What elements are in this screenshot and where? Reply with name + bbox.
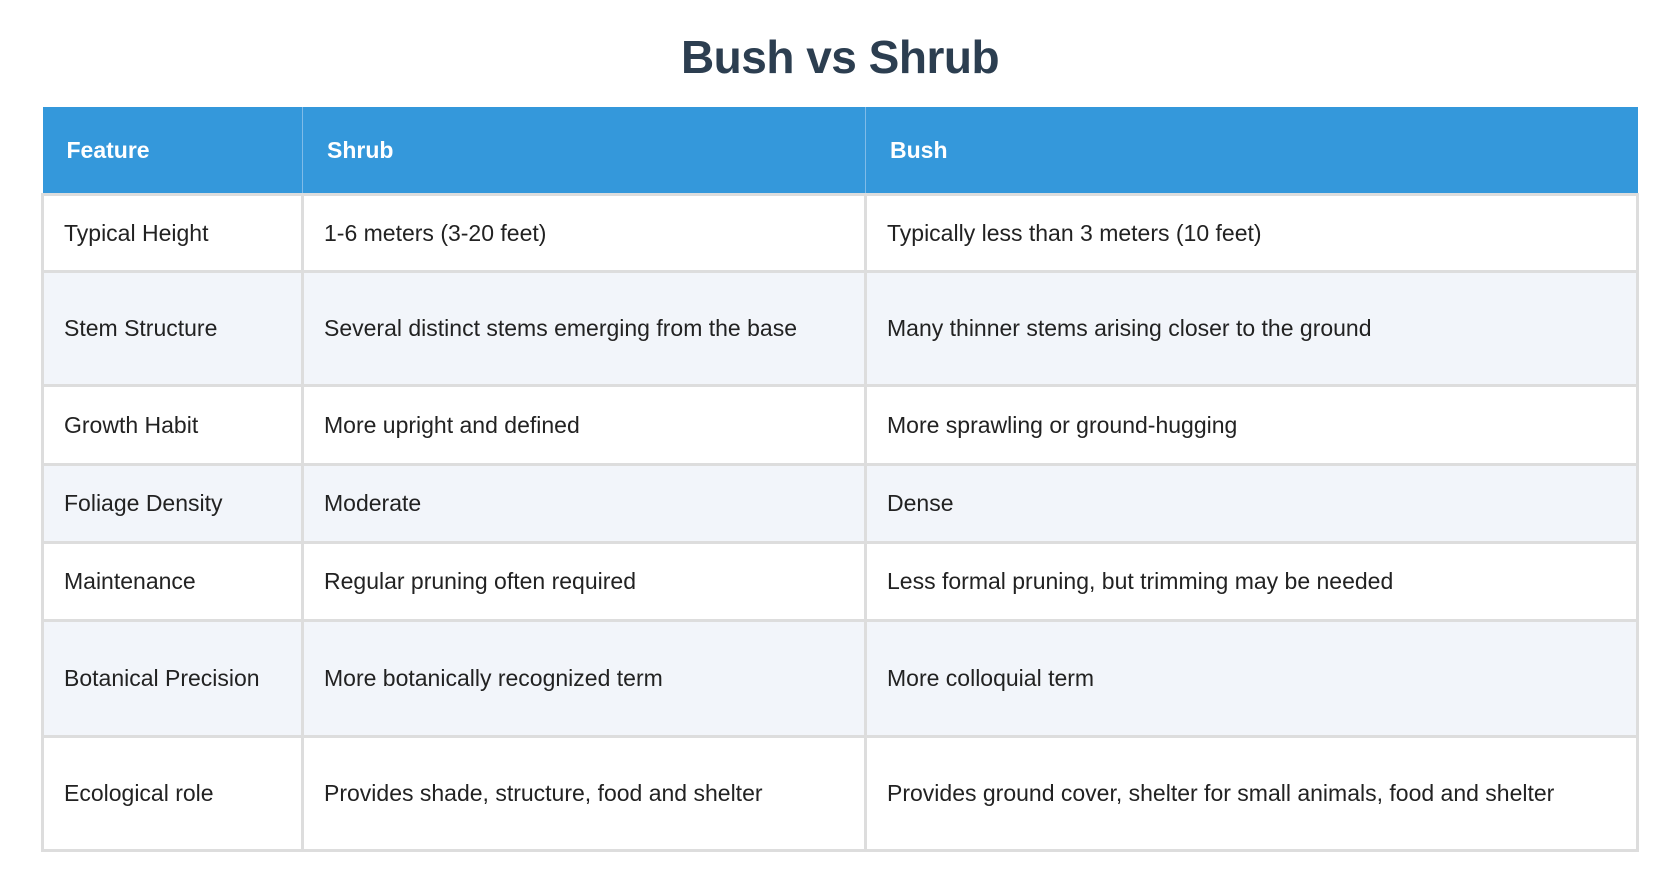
feature-cell: Foliage Density — [41, 463, 304, 544]
table-row: Maintenance Regular pruning often require… — [41, 541, 1639, 622]
shrub-cell: More upright and defined — [301, 384, 867, 466]
header-feature: Feature — [42, 107, 303, 195]
shrub-cell: Regular pruning often required — [301, 541, 867, 622]
header-row: Feature Shrub Bush — [42, 107, 1638, 195]
shrub-cell: More botanically recognized term — [301, 619, 867, 738]
page-title: Bush vs Shrub — [680, 31, 1000, 83]
table-row: Botanical Precision More botanically reco… — [41, 619, 1639, 738]
bush-cell: Less formal pruning, but trimming may be… — [864, 541, 1639, 622]
bush-cell: More colloquial term — [864, 619, 1639, 738]
feature-cell: Ecological role — [41, 735, 304, 852]
bush-cell: Dense — [864, 463, 1639, 544]
bush-cell: Provides ground cover, shelter for small… — [864, 735, 1639, 852]
feature-cell: Maintenance — [41, 541, 304, 622]
shrub-cell: Several distinct stems emerging from the… — [301, 270, 867, 387]
table-row: Ecological role Provides shade, structure… — [41, 735, 1639, 852]
header-shrub: Shrub — [302, 107, 866, 195]
table-row: Growth Habit More upright and defined More… — [41, 384, 1639, 466]
table-row: Foliage Density Moderate Dense — [41, 463, 1639, 544]
comparison-table: Feature Shrub Bush Typical Height 1-6 met… — [41, 107, 1639, 852]
bush-cell: More sprawling or ground-hugging — [864, 384, 1639, 466]
table-row: Stem Structure Several distinct stems eme… — [41, 270, 1639, 387]
feature-cell: Growth Habit — [41, 384, 304, 466]
shrub-cell: Moderate — [301, 463, 867, 544]
bush-cell: Many thinner stems arising closer to the… — [864, 270, 1639, 387]
bush-cell: Typically less than 3 meters (10 feet) — [864, 193, 1639, 273]
feature-cell: Stem Structure — [41, 270, 304, 387]
shrub-cell: 1-6 meters (3-20 feet) — [301, 193, 867, 273]
table-row: Typical Height 1-6 meters (3-20 feet) Typi… — [41, 193, 1639, 273]
feature-cell: Typical Height — [41, 193, 304, 273]
header-bush: Bush — [865, 107, 1638, 195]
shrub-cell: Provides shade, structure, food and shel… — [301, 735, 867, 852]
feature-cell: Botanical Precision — [41, 619, 304, 738]
